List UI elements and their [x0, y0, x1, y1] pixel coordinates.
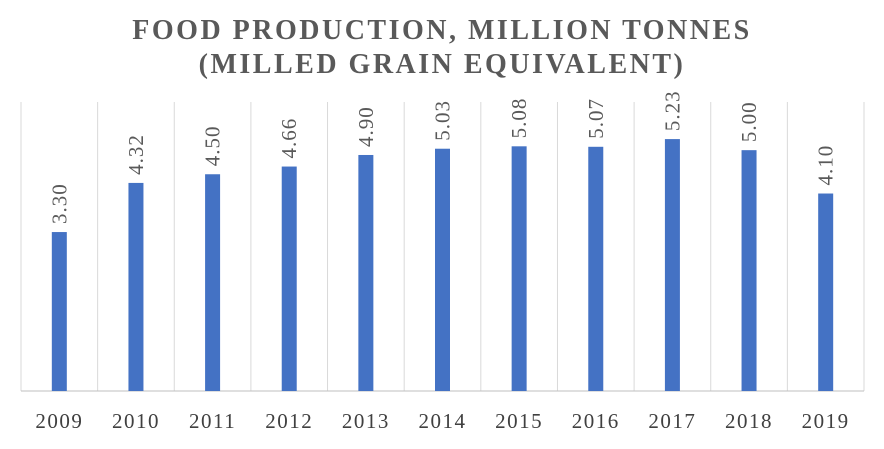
bar-2011 [205, 174, 221, 391]
bar-2012 [281, 166, 297, 391]
bar-2016 [588, 146, 604, 391]
bar-2017 [664, 139, 680, 391]
x-tick-label-2009: 2009 [35, 409, 83, 433]
x-tick-label-2018: 2018 [725, 409, 773, 433]
data-label-2009: 3.30 [47, 183, 71, 224]
x-tick-label-2013: 2013 [342, 409, 390, 433]
bar-2014 [435, 148, 450, 391]
data-label-2018: 5.00 [737, 101, 761, 142]
x-tick-label-2019: 2019 [802, 409, 850, 433]
data-label-2016: 5.07 [584, 98, 608, 139]
x-tick-label-2015: 2015 [495, 409, 543, 433]
data-label-2010: 4.32 [124, 134, 148, 175]
bar-2019 [818, 193, 834, 391]
bar-2018 [741, 150, 757, 391]
chart-title: FOOD PRODUCTION, MILLION TONNES (MILLED … [0, 14, 884, 82]
x-tick-label-2017: 2017 [648, 409, 696, 433]
bar-2015 [511, 146, 527, 391]
x-tick-label-2014: 2014 [419, 409, 467, 433]
data-label-2019: 4.10 [814, 145, 838, 186]
data-label-2017: 5.23 [660, 90, 684, 131]
chart-title-line-2: (MILLED GRAIN EQUIVALENT) [198, 49, 686, 80]
data-label-2011: 4.50 [201, 126, 225, 167]
chart-title-line-1: FOOD PRODUCTION, MILLION TONNES [132, 15, 752, 46]
data-label-2013: 4.90 [354, 106, 378, 147]
bar-2010 [128, 182, 144, 391]
data-label-2015: 5.08 [507, 98, 531, 139]
x-tick-label-2016: 2016 [572, 409, 620, 433]
data-label-2014: 5.03 [431, 100, 455, 141]
x-tick-label-2012: 2012 [265, 409, 313, 433]
bar-2009 [51, 232, 67, 391]
bar-2013 [358, 154, 374, 391]
x-tick-label-2011: 2011 [189, 409, 236, 433]
x-tick-label-2010: 2010 [112, 409, 160, 433]
data-label-2012: 4.66 [277, 118, 301, 159]
